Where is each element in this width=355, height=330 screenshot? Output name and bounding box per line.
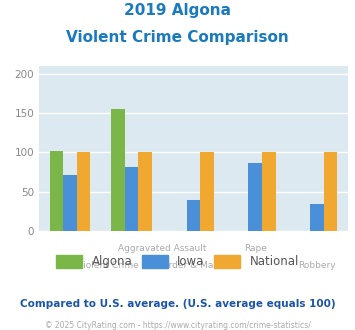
Bar bbox=[262, 152, 275, 231]
Legend: Algona, Iowa, National: Algona, Iowa, National bbox=[51, 250, 304, 273]
Text: All Violent Crime: All Violent Crime bbox=[63, 261, 139, 270]
Text: © 2025 CityRating.com - https://www.cityrating.com/crime-statistics/: © 2025 CityRating.com - https://www.city… bbox=[45, 321, 310, 330]
Bar bbox=[200, 152, 214, 231]
Bar bbox=[187, 200, 200, 231]
Bar bbox=[248, 163, 262, 231]
Bar bbox=[310, 204, 324, 231]
Text: Robbery: Robbery bbox=[298, 261, 336, 270]
Bar bbox=[111, 109, 125, 231]
Bar bbox=[77, 152, 90, 231]
Text: Aggravated Assault: Aggravated Assault bbox=[118, 244, 207, 253]
Text: 2019 Algona: 2019 Algona bbox=[124, 3, 231, 18]
Text: Compared to U.S. average. (U.S. average equals 100): Compared to U.S. average. (U.S. average … bbox=[20, 299, 335, 309]
Bar bbox=[50, 151, 63, 231]
Bar bbox=[63, 175, 77, 231]
Bar bbox=[324, 152, 337, 231]
Text: Violent Crime Comparison: Violent Crime Comparison bbox=[66, 30, 289, 45]
Bar bbox=[138, 152, 152, 231]
Text: Murder & Mans...: Murder & Mans... bbox=[155, 261, 232, 270]
Text: Rape: Rape bbox=[244, 244, 267, 253]
Bar bbox=[125, 167, 138, 231]
